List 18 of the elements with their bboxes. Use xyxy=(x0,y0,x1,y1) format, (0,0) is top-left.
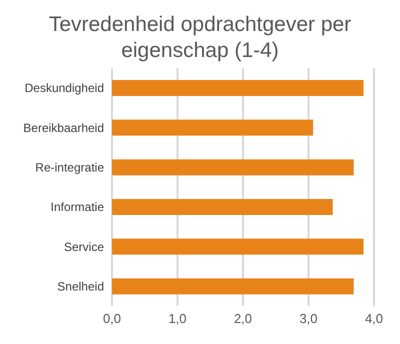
x-tick-label: 3,0 xyxy=(299,311,318,326)
y-tick-label: Bereikbaarheid xyxy=(23,120,104,135)
x-tick-label: 4,0 xyxy=(364,311,384,326)
y-tick-label: Snelheid xyxy=(57,279,104,294)
bar xyxy=(112,238,364,255)
x-tick-label: 1,0 xyxy=(168,311,187,326)
bar xyxy=(112,199,333,215)
bar xyxy=(112,159,354,176)
x-tick-label: 2,0 xyxy=(234,311,252,326)
y-tick-label: Re-integratie xyxy=(35,160,104,174)
chart-title: Tevredenheid opdrachtgever per eigenschap (1-4) xyxy=(48,12,352,64)
y-tick-label: Deskundigheid xyxy=(24,81,104,96)
bar xyxy=(112,278,354,294)
y-tick-label: Informatie xyxy=(50,200,104,214)
y-tick-label: Service xyxy=(64,240,104,254)
bar xyxy=(112,80,364,96)
bar xyxy=(112,120,314,136)
x-tick-label: 0,0 xyxy=(102,311,122,326)
